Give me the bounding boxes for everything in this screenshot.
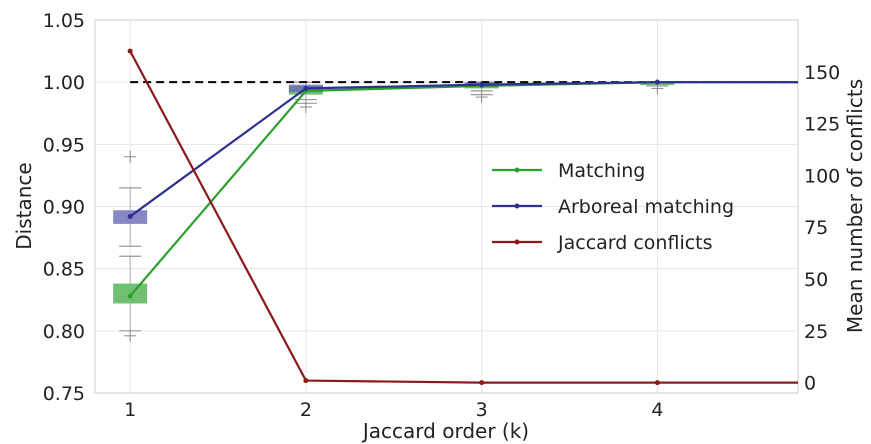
x-tick-label: 3	[476, 399, 488, 421]
legend-label: Jaccard conflicts	[557, 232, 713, 254]
series-point	[479, 380, 485, 386]
x-tick-label: 1	[124, 399, 136, 421]
y-tick-label: 0.95	[43, 134, 85, 156]
plot-frame	[94, 19, 799, 394]
series-point	[479, 82, 485, 88]
series-line-0	[129, 81, 798, 297]
series-point	[127, 213, 133, 219]
legend-marker	[514, 167, 520, 173]
series-point	[127, 293, 133, 299]
y-tick-label: 0.90	[43, 197, 85, 219]
y2-tick-label: 75	[804, 217, 828, 239]
legend-label: Matching	[558, 160, 645, 182]
series-layer	[127, 48, 798, 386]
series-point	[654, 380, 660, 386]
legend: Matching Arboreal matching Jaccard conflic…	[492, 160, 734, 254]
y2-tick-label: 0	[804, 373, 816, 395]
y2-tick-label: 100	[804, 165, 840, 187]
x-axis-title: Jaccard order (k)	[361, 419, 529, 443]
legend-label: Arboreal matching	[558, 196, 734, 218]
y2-tick-label: 25	[804, 321, 828, 343]
legend-marker	[514, 239, 520, 245]
y-axis-title: Distance	[12, 162, 36, 249]
y-tick-label: 1.05	[43, 10, 85, 32]
series-point	[303, 378, 309, 384]
x-tick-label: 4	[651, 399, 663, 421]
series-point	[654, 79, 660, 85]
y2-tick-label: 50	[804, 269, 828, 291]
y-tick-label: 0.85	[43, 259, 85, 281]
legend-marker	[514, 203, 520, 209]
y2-tick-label: 125	[804, 114, 840, 136]
y-tick-label: 0.75	[43, 383, 85, 405]
y-tick-label: 1.00	[43, 72, 85, 94]
y2-axis-title: Mean number of conflicts	[843, 79, 867, 333]
series-point	[303, 85, 309, 91]
tick-layer: 0.750.800.850.900.951.001.05025507510012…	[43, 10, 841, 421]
y-tick-label: 0.80	[43, 321, 85, 343]
x-tick-label: 2	[300, 399, 312, 421]
series-point	[127, 48, 133, 54]
y2-tick-label: 150	[804, 62, 840, 84]
